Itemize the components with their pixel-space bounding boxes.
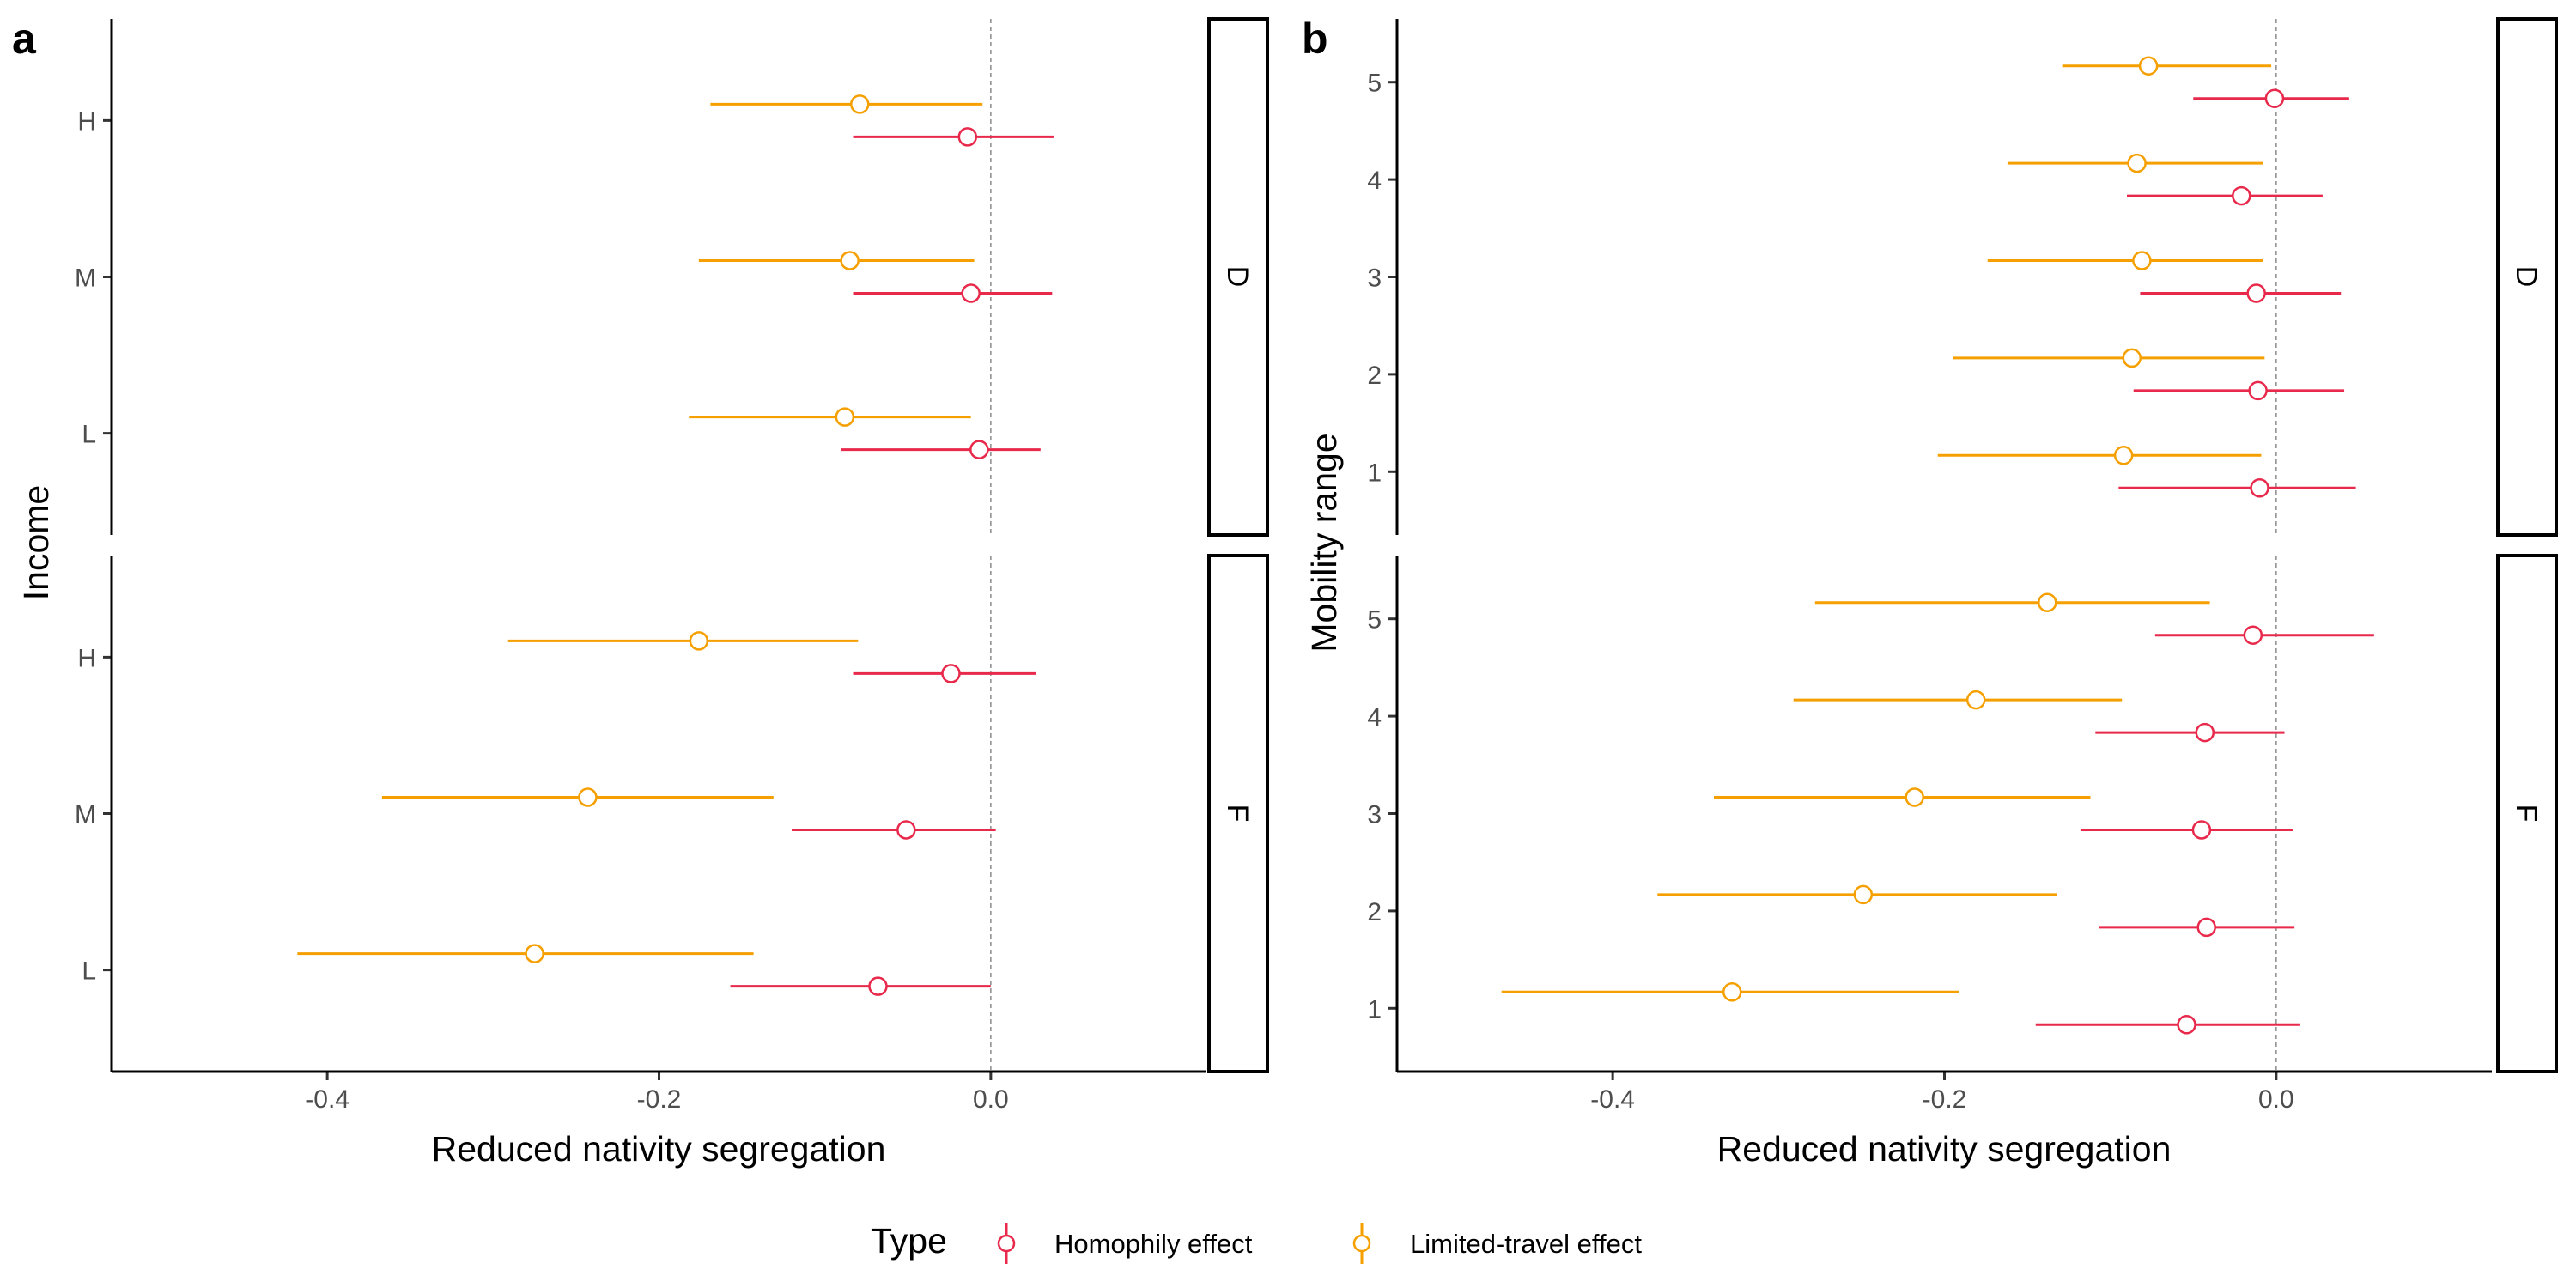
point-b-f-limited-travel-5 bbox=[2038, 592, 2057, 612]
x-axis-title-b: Reduced nativity segregation bbox=[1717, 1129, 2172, 1169]
legend-label-limited-travel: Limited-travel effect bbox=[1410, 1229, 1642, 1259]
legend-label-homophily: Homophily effect bbox=[1054, 1229, 1253, 1259]
y-tick-label-a-f-H: H bbox=[77, 644, 96, 672]
marks-a-facet-f bbox=[297, 631, 1036, 996]
marks-b-facet-f bbox=[1501, 592, 2374, 1035]
x-tick-label-a-0: -0.4 bbox=[305, 1085, 349, 1114]
point-b-d-limited-travel-4 bbox=[2127, 153, 2147, 173]
point-b-f-homophily-1 bbox=[2177, 1015, 2196, 1035]
point-b-d-limited-travel-2 bbox=[2122, 348, 2142, 368]
x-tick-label-a-2: 0.0 bbox=[973, 1085, 1009, 1114]
point-b-d-limited-travel-3 bbox=[2132, 251, 2152, 270]
facet-strip-label-a-d: D bbox=[1221, 266, 1254, 288]
point-a-f-limited-travel-M bbox=[578, 787, 598, 807]
facet-strip-a-d bbox=[1207, 17, 1269, 537]
y-tick-label-a-d-H: H bbox=[77, 107, 96, 136]
x-tick-label-b-1: -0.2 bbox=[1923, 1085, 1967, 1114]
y-tick-label-a-d-M: M bbox=[75, 264, 96, 293]
legend-title: Type bbox=[871, 1221, 947, 1261]
facet-strip-label-a-f: F bbox=[1221, 805, 1254, 823]
point-b-d-homophily-1 bbox=[2250, 478, 2269, 498]
facet-strip-b-d bbox=[2496, 17, 2558, 537]
point-b-d-homophily-2 bbox=[2248, 380, 2268, 401]
panel-b: b Mobility range Reduced nativity segreg… bbox=[1302, 15, 2558, 1169]
point-b-d-limited-travel-5 bbox=[2138, 56, 2159, 76]
point-a-f-limited-travel-L bbox=[525, 944, 544, 963]
facet-strip-b-f bbox=[2496, 554, 2558, 1073]
x-tick-label-a-1: -0.2 bbox=[637, 1085, 682, 1114]
y-tick-label-b-f-3: 3 bbox=[1367, 801, 1382, 829]
point-a-d-homophily-H bbox=[957, 127, 978, 147]
y-tick-label-a-f-M: M bbox=[75, 801, 96, 829]
point-a-d-limited-travel-L bbox=[835, 407, 855, 427]
y-axis-title-income: Income bbox=[16, 485, 56, 600]
x-tick-label-b-0: -0.4 bbox=[1590, 1085, 1635, 1114]
facet-strip-label-b-d: D bbox=[2510, 266, 2543, 288]
y-tick-label-b-d-2: 2 bbox=[1367, 361, 1382, 390]
marks-a-facet-d bbox=[689, 94, 1054, 459]
x-axis-title-a: Reduced nativity segregation bbox=[432, 1129, 886, 1169]
point-b-d-homophily-5 bbox=[2264, 88, 2285, 108]
y-tick-labels-a-facet-d: L M H bbox=[75, 107, 112, 449]
facet-strip-a-f bbox=[1207, 554, 1269, 1073]
point-a-d-limited-travel-H bbox=[850, 94, 870, 114]
y-tick-label-b-f-4: 4 bbox=[1367, 703, 1382, 732]
point-b-f-limited-travel-4 bbox=[1965, 690, 1986, 710]
y-tick-labels-b-facet-f: 1 2 3 4 5 bbox=[1367, 606, 1397, 1024]
y-tick-labels-a-facet-f: L M H bbox=[75, 644, 112, 986]
point-b-f-homophily-5 bbox=[2243, 625, 2263, 645]
y-tick-label-b-f-1: 1 bbox=[1367, 995, 1382, 1024]
y-tick-label-b-f-2: 2 bbox=[1367, 898, 1382, 927]
y-tick-label-b-d-1: 1 bbox=[1367, 459, 1382, 487]
y-tick-label-b-d-5: 5 bbox=[1367, 70, 1382, 98]
point-a-f-limited-travel-H bbox=[689, 631, 709, 651]
y-tick-label-a-d-L: L bbox=[82, 421, 96, 449]
point-a-f-homophily-M bbox=[896, 820, 916, 840]
x-ticks-a: -0.4 -0.2 0.0 bbox=[305, 1072, 1009, 1114]
y-tick-label-b-f-5: 5 bbox=[1367, 606, 1382, 635]
point-b-f-limited-travel-1 bbox=[1722, 982, 1742, 1002]
point-b-f-homophily-3 bbox=[2191, 820, 2212, 840]
panel-label-a: a bbox=[12, 15, 37, 63]
point-b-f-homophily-2 bbox=[2196, 917, 2216, 938]
legend-key-limited-travel bbox=[1352, 1223, 1371, 1264]
point-b-f-limited-travel-2 bbox=[1853, 884, 1874, 905]
panel-a: a Income Reduced nativity segregation L M… bbox=[12, 15, 1269, 1169]
y-tick-label-a-f-L: L bbox=[82, 957, 96, 986]
legend: Type Homophily effect Limited-travel eff… bbox=[871, 1221, 1642, 1264]
legend-key-homophily bbox=[997, 1223, 1016, 1264]
point-a-f-homophily-L bbox=[868, 976, 888, 996]
point-b-f-homophily-4 bbox=[2195, 722, 2215, 743]
y-tick-label-b-d-4: 4 bbox=[1367, 167, 1382, 195]
y-tick-labels-b-facet-d: 1 2 3 4 5 bbox=[1367, 70, 1397, 487]
point-b-d-homophily-3 bbox=[2246, 283, 2266, 303]
marks-b-facet-d bbox=[1937, 56, 2356, 498]
x-ticks-b: -0.4 -0.2 0.0 bbox=[1590, 1072, 2294, 1114]
point-b-f-limited-travel-3 bbox=[1905, 787, 1924, 807]
panel-label-b: b bbox=[1302, 15, 1328, 63]
point-b-d-limited-travel-1 bbox=[2113, 446, 2134, 465]
point-b-d-homophily-4 bbox=[2232, 185, 2251, 206]
facet-strip-label-b-f: F bbox=[2510, 805, 2543, 823]
y-tick-label-b-d-3: 3 bbox=[1367, 264, 1382, 293]
point-a-d-homophily-M bbox=[961, 283, 981, 303]
point-a-d-homophily-L bbox=[969, 440, 989, 459]
x-tick-label-b-2: 0.0 bbox=[2258, 1085, 2294, 1114]
point-a-d-limited-travel-M bbox=[840, 251, 860, 270]
point-a-f-homophily-H bbox=[941, 664, 961, 683]
y-axis-title-mobility-range: Mobility range bbox=[1304, 433, 1344, 652]
